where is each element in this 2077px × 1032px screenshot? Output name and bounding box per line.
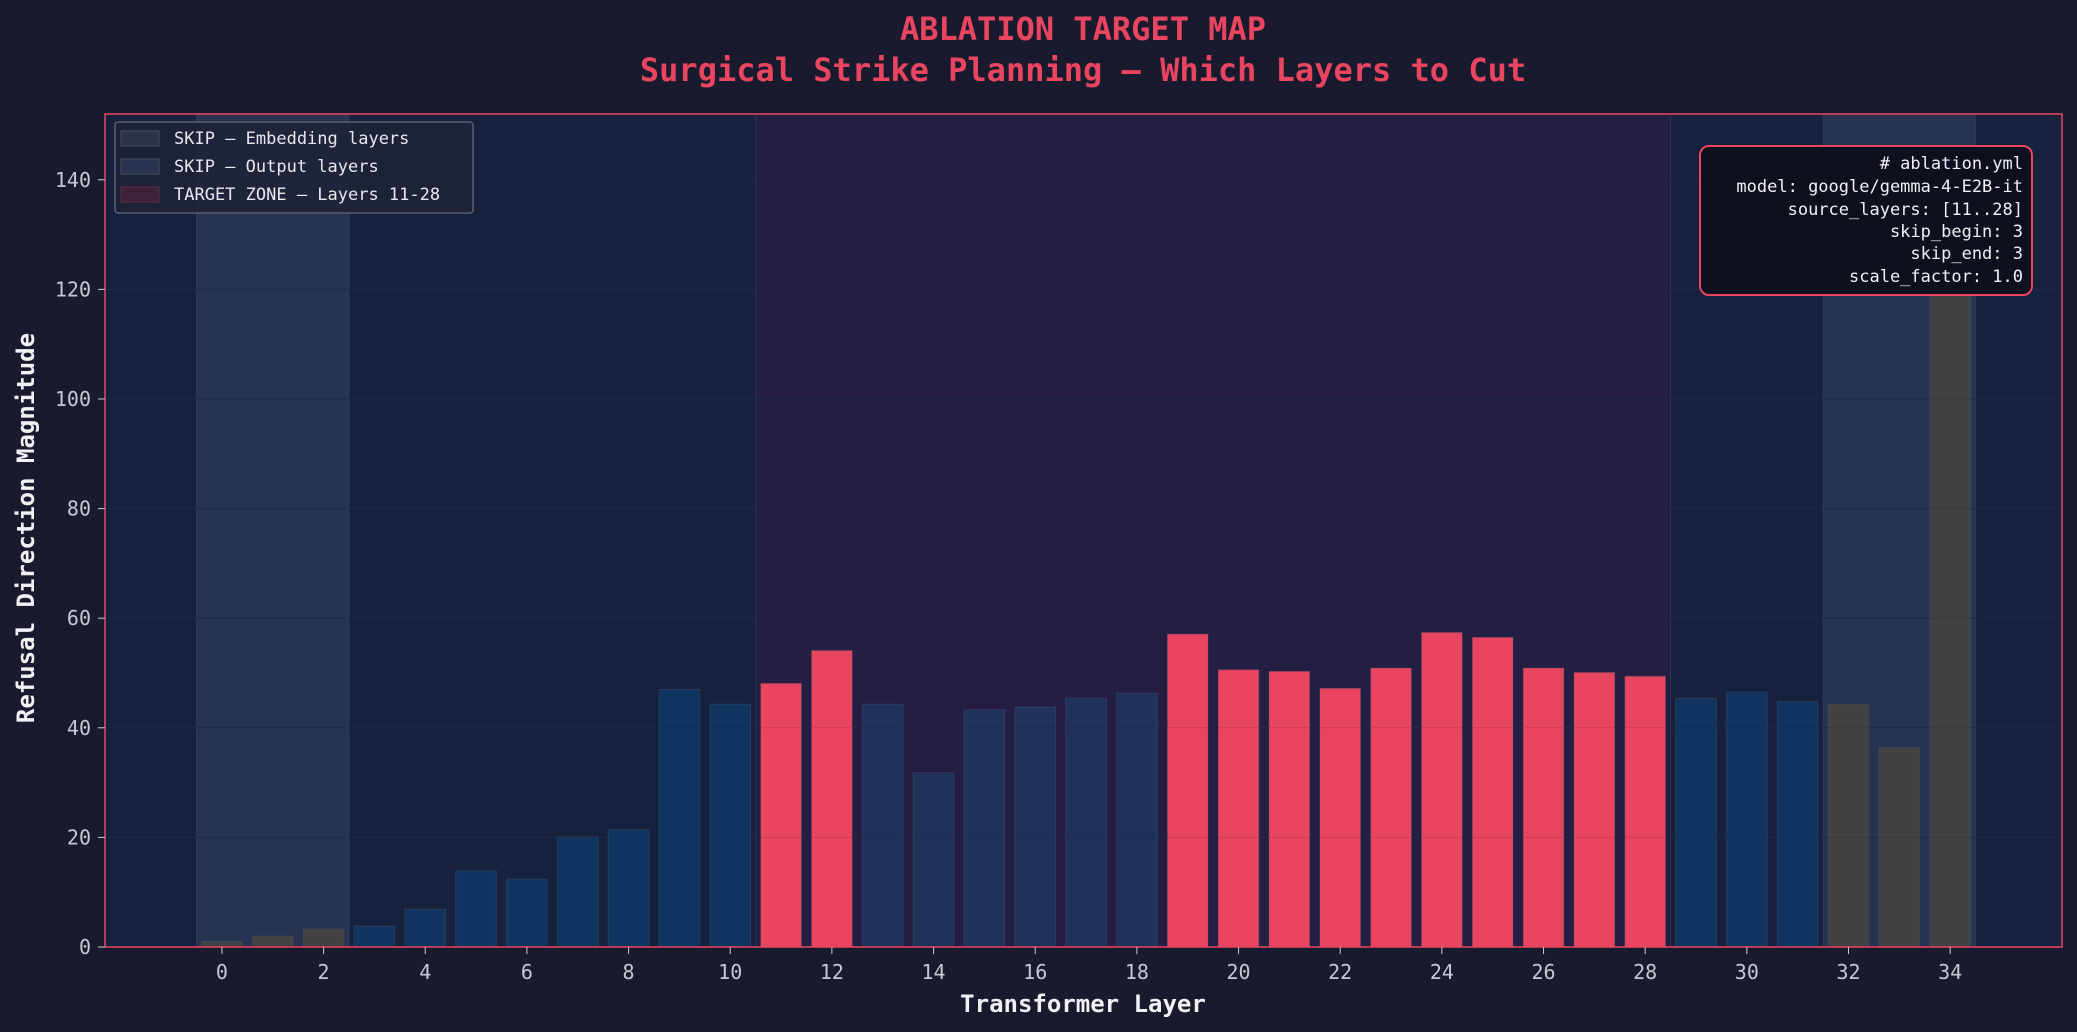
config-line: model: google/gemma-4-E2B-it: [1736, 177, 2023, 197]
x-tick-label: 6: [521, 960, 533, 984]
bar-layer-14: [912, 772, 955, 948]
x-tick-label: 24: [1430, 960, 1454, 984]
y-tick-label: 120: [55, 277, 91, 301]
bar-layer-5: [455, 870, 497, 948]
bar-layer-13: [861, 703, 904, 948]
bar-layer-15: [963, 709, 1006, 948]
bar-layer-17: [1065, 697, 1107, 948]
bar-layer-21: [1268, 670, 1311, 948]
bar-layer-28: [1624, 675, 1667, 948]
bars: [105, 179, 2062, 948]
bar-layer-20: [1217, 669, 1260, 948]
y-tick-label: 0: [79, 935, 91, 959]
x-tick-label: 28: [1633, 960, 1657, 984]
bar-layer-23: [1370, 667, 1412, 948]
y-tick-label: 140: [55, 168, 91, 192]
bar-layer-24: [1421, 631, 1463, 948]
bar-layer-0: [201, 941, 243, 948]
y-axis-ticks: 0 20 40 60 80 100 120 140: [55, 168, 105, 959]
bar-layer-22: [1319, 687, 1362, 948]
x-axis-ticks: 0 2 4 6 8 10 12 14 16 18 20 22 24 26 28 30 32 34: [216, 947, 1962, 984]
y-tick-label: 40: [67, 716, 91, 740]
legend-label-embedding: SKIP — Embedding layers: [174, 129, 409, 149]
bar-layer-32: [1827, 703, 1870, 948]
bar-layer-6: [506, 878, 548, 948]
config-box-frame: [1699, 145, 2033, 296]
x-tick-label: 16: [1023, 960, 1047, 984]
legend: SKIP — Embedding layers SKIP — Output la…: [114, 121, 474, 214]
legend-swatch-output: [120, 158, 160, 175]
legend-swatch-embedding: [120, 130, 160, 147]
bar-layer-30: [1726, 691, 1768, 948]
x-tick-label: 10: [718, 960, 742, 984]
bar-layer-27: [1573, 671, 1616, 948]
bar-layer-16: [1014, 706, 1057, 948]
config-box: # ablation.yml model: google/gemma-4-E2B…: [1699, 145, 2033, 296]
chart-title: ABLATION TARGET MAP: [900, 10, 1266, 48]
x-tick-label: 4: [419, 960, 431, 984]
x-tick-label: 34: [1938, 960, 1962, 984]
bar-layer-18: [1116, 692, 1158, 948]
bar-layer-2: [302, 928, 345, 948]
region-skip-embedding: [195, 113, 350, 948]
y-tick-label: 20: [67, 825, 91, 849]
bar-layer-12: [811, 650, 853, 948]
y-tick-label: 100: [55, 387, 91, 411]
region-target-zone: [755, 113, 1672, 948]
plot-frame: [104, 113, 2063, 948]
x-tick-label: 2: [318, 960, 330, 984]
x-tick-label: 14: [922, 960, 946, 984]
y-tick-label: 80: [67, 497, 91, 521]
y-tick-label: 60: [67, 606, 91, 630]
x-axis-label: Transformer Layer: [960, 990, 1206, 1018]
bar-layer-29: [1675, 697, 1717, 948]
bar-layer-33: [1878, 747, 1921, 948]
bar-layer-9: [658, 688, 701, 948]
config-line: scale_factor: 1.0: [1849, 267, 2023, 287]
config-line: source_layers: [11..28]: [1788, 200, 2023, 220]
bar-layer-25: [1471, 636, 1514, 948]
bar-layer-7: [556, 836, 599, 948]
x-tick-label: 18: [1125, 960, 1149, 984]
x-tick-label: 20: [1226, 960, 1250, 984]
y-axis-label: Refusal Direction Magnitude: [12, 333, 40, 723]
legend-label-output: SKIP — Output layers: [174, 157, 379, 177]
legend-box: [114, 121, 474, 214]
legend-label-target-zone: TARGET ZONE — Layers 11-28: [174, 185, 440, 205]
x-tick-label: 30: [1735, 960, 1759, 984]
x-tick-label: 22: [1328, 960, 1352, 984]
bar-layer-19: [1166, 633, 1209, 948]
chart-subtitle: Surgical Strike Planning — Which Layers …: [640, 51, 1526, 89]
config-line: skip_begin: 3: [1890, 222, 2023, 242]
x-tick-label: 26: [1531, 960, 1555, 984]
bar-layer-3: [353, 925, 396, 948]
bar-layer-4: [404, 908, 447, 948]
x-tick-label: 32: [1836, 960, 1860, 984]
config-line: # ablation.yml: [1880, 154, 2023, 174]
bar-layer-11: [760, 682, 802, 948]
bar-layer-1: [251, 935, 294, 948]
bar-layer-26: [1522, 667, 1565, 948]
config-line: skip_end: 3: [1910, 244, 2023, 264]
bar-layer-8: [607, 829, 650, 948]
bar-layer-31: [1776, 700, 1819, 948]
legend-swatch-target-zone: [120, 186, 160, 203]
bar-layer-34: [1929, 277, 1972, 948]
bar-layer-10: [709, 703, 752, 948]
x-tick-label: 0: [216, 960, 228, 984]
x-tick-label: 8: [623, 960, 635, 984]
x-tick-label: 12: [820, 960, 844, 984]
